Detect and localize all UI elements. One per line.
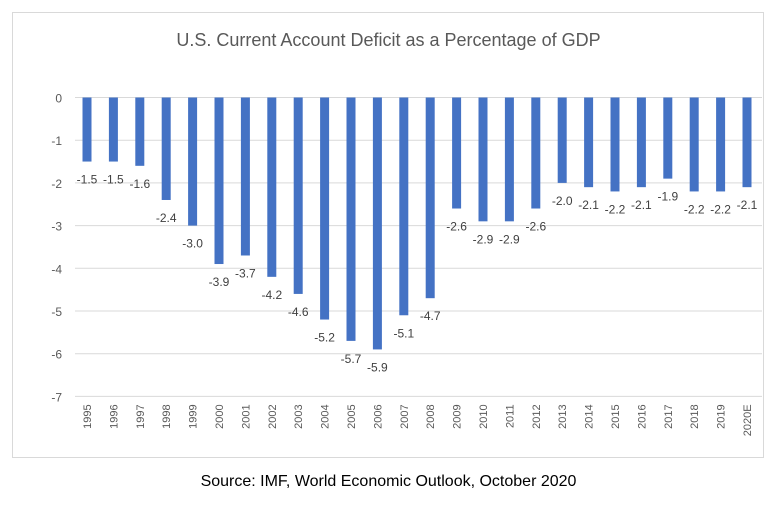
data-label: -2.2 xyxy=(605,202,626,216)
x-tick-label: 2007 xyxy=(399,404,411,428)
y-tick-label: -4 xyxy=(51,262,62,276)
bar xyxy=(636,97,646,188)
bar xyxy=(161,97,171,200)
x-tick-label: 1996 xyxy=(108,404,120,428)
y-tick-label: -2 xyxy=(51,177,62,191)
bar xyxy=(108,97,118,162)
bar xyxy=(214,97,224,265)
x-tick-label: 2012 xyxy=(531,404,543,428)
x-tick-label: 2014 xyxy=(584,404,596,428)
data-label: -2.4 xyxy=(156,211,177,225)
bar xyxy=(663,97,673,179)
chart-title: U.S. Current Account Deficit as a Percen… xyxy=(176,30,601,50)
x-tick-label: 2017 xyxy=(663,404,675,428)
x-tick-label: 1999 xyxy=(188,404,200,428)
x-tick-label: 2002 xyxy=(267,404,279,428)
x-tick-label: 2013 xyxy=(557,404,569,428)
data-label: -2.6 xyxy=(446,220,467,234)
x-tick-label: 2001 xyxy=(240,404,252,428)
bar xyxy=(135,97,145,166)
x-tick-label: 2005 xyxy=(346,404,358,428)
bar xyxy=(82,97,92,162)
bar xyxy=(346,97,356,341)
bar xyxy=(716,97,726,192)
x-tick-label: 2011 xyxy=(504,404,516,428)
x-tick-label: 2015 xyxy=(610,404,622,428)
data-label: -5.1 xyxy=(393,326,414,340)
bar xyxy=(478,97,488,222)
bar xyxy=(531,97,541,209)
y-tick-label: -5 xyxy=(51,305,62,319)
y-tick-label: -6 xyxy=(51,348,62,362)
data-label: -3.0 xyxy=(182,237,203,251)
bar xyxy=(689,97,699,192)
x-tick-label: 1997 xyxy=(135,404,147,428)
data-label: -2.2 xyxy=(684,202,705,216)
data-label: -2.9 xyxy=(499,232,520,246)
chart-frame xyxy=(12,12,764,458)
bar xyxy=(610,97,620,192)
data-label: -2.9 xyxy=(473,232,494,246)
data-label: -4.6 xyxy=(288,305,309,319)
x-tick-label: 2016 xyxy=(636,404,648,428)
x-tick-label: 2009 xyxy=(452,404,464,428)
data-label: -3.9 xyxy=(209,275,230,289)
data-label: -1.6 xyxy=(129,177,150,191)
y-tick-label: 0 xyxy=(55,92,62,106)
data-label: -5.7 xyxy=(341,352,362,366)
bar xyxy=(557,97,567,183)
x-tick-label: 2020E xyxy=(742,404,754,436)
data-label: -2.0 xyxy=(552,194,573,208)
x-tick-label: 1995 xyxy=(82,404,94,428)
x-tick-label: 2000 xyxy=(214,404,226,428)
x-tick-label: 2008 xyxy=(425,404,437,428)
y-tick-label: -3 xyxy=(51,220,62,234)
bar xyxy=(240,97,250,256)
bar xyxy=(584,97,594,188)
bar xyxy=(372,97,382,350)
bar xyxy=(425,97,435,299)
data-label: -4.2 xyxy=(261,288,282,302)
bar xyxy=(188,97,198,226)
data-label: -1.5 xyxy=(103,173,124,187)
y-tick-label: -1 xyxy=(51,134,62,148)
x-tick-label: 2019 xyxy=(716,404,728,428)
x-tick-label: 2003 xyxy=(293,404,305,428)
x-tick-label: 2004 xyxy=(320,404,332,428)
bar xyxy=(742,97,752,188)
bar xyxy=(293,97,303,294)
data-label: -5.2 xyxy=(314,331,335,345)
bar xyxy=(504,97,514,222)
x-tick-label: 1998 xyxy=(161,404,173,428)
data-label: -1.9 xyxy=(657,190,678,204)
data-label: -2.1 xyxy=(737,198,758,212)
data-label: -3.7 xyxy=(235,266,256,280)
bar xyxy=(399,97,409,316)
data-label: -2.1 xyxy=(631,198,652,212)
data-label: -2.1 xyxy=(578,198,599,212)
data-label: -5.9 xyxy=(367,360,388,374)
bar xyxy=(452,97,462,209)
y-tick-label: -7 xyxy=(51,390,62,404)
bar xyxy=(267,97,277,277)
data-label: -2.6 xyxy=(525,220,546,234)
data-label: -2.2 xyxy=(710,202,731,216)
bar xyxy=(320,97,330,320)
x-tick-label: 2018 xyxy=(689,404,701,428)
source-note: Source: IMF, World Economic Outlook, Oct… xyxy=(200,473,577,490)
x-tick-label: 2010 xyxy=(478,404,490,428)
data-label: -1.5 xyxy=(77,173,98,187)
data-label: -4.7 xyxy=(420,309,441,323)
x-tick-label: 2006 xyxy=(372,404,384,428)
